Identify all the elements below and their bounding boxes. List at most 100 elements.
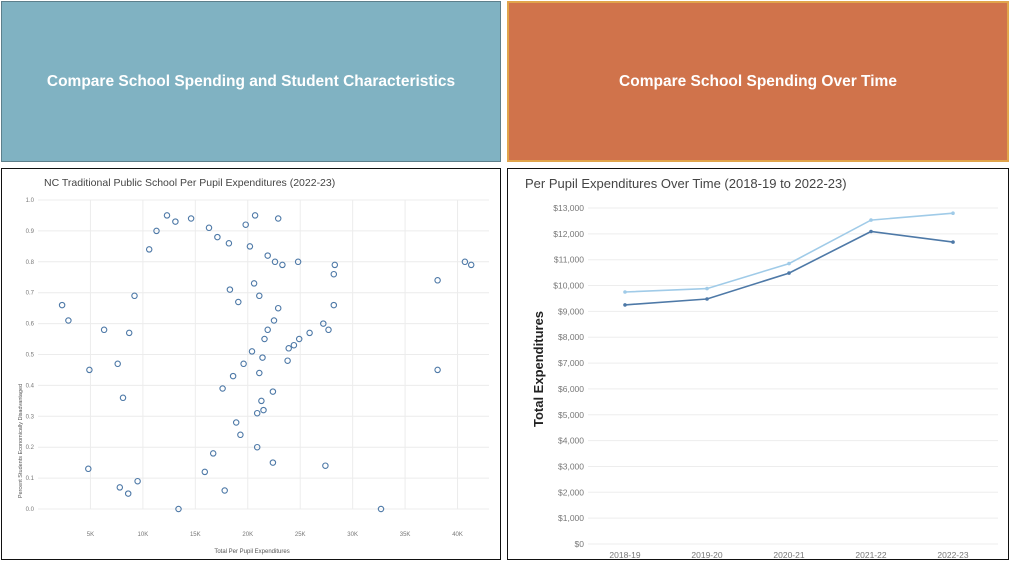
scatter-point: [100, 326, 108, 334]
scatter-point: [232, 419, 240, 426]
scatter-point: [294, 258, 302, 266]
scatter-point: [434, 277, 441, 284]
scatter-y-tick-label: 0.5: [26, 353, 35, 359]
line-y-axis-label: Total Expenditures: [531, 311, 546, 427]
line-chart: Per Pupil Expenditures Over Time (2018-1…: [525, 176, 998, 560]
line-point: [951, 240, 955, 244]
tile-label: Compare School Spending and Student Char…: [46, 72, 456, 90]
line-y-tick-label: $12,000: [553, 229, 584, 239]
scatter-point: [274, 304, 282, 312]
scatter-point: [434, 366, 441, 374]
line-y-tick-label: $7,000: [558, 358, 584, 368]
line-y-tick-label: $5,000: [558, 410, 584, 420]
scatter-point: [175, 505, 182, 513]
scatter-y-tick-label: 0.4: [26, 383, 35, 389]
line-x-tick-label: 2021-22: [855, 550, 886, 559]
scatter-y-tick-label: 0.2: [26, 445, 35, 451]
scatter-point: [264, 326, 271, 334]
scatter-point: [114, 360, 121, 368]
line-point: [787, 261, 791, 266]
line-point: [705, 297, 709, 301]
scatter-x-tick-label: 40K: [452, 532, 463, 538]
line-point: [623, 303, 627, 307]
scatter-point: [237, 431, 244, 439]
scatter-point: [172, 218, 179, 225]
scatter-point: [269, 388, 277, 395]
scatter-point: [253, 409, 261, 417]
nav-tile-spending-over-time[interactable]: Compare School Spending Over Time: [507, 1, 1009, 162]
scatter-point: [131, 292, 138, 300]
scatter-point: [229, 372, 237, 380]
scatter-point: [246, 243, 254, 250]
line-point: [951, 211, 955, 215]
scatter-y-tick-label: 0.8: [26, 260, 35, 266]
line-title: Per Pupil Expenditures Over Time (2018-1…: [525, 176, 847, 191]
scatter-point: [295, 335, 303, 343]
scatter-point: [253, 443, 261, 451]
scatter-point: [269, 459, 277, 466]
line-x-tick-label: 2018-19: [609, 550, 640, 559]
scatter-y-tick-label: 0.3: [26, 414, 35, 420]
scatter-point: [242, 221, 249, 228]
scatter-point: [284, 357, 291, 364]
scatter-point: [124, 490, 132, 497]
line-x-tick-label: 2020-21: [773, 550, 804, 559]
scatter-point: [461, 258, 469, 266]
line-y-tick-label: $1,000: [558, 513, 584, 523]
nav-tile-student-characteristics[interactable]: Compare School Spending and Student Char…: [1, 1, 501, 162]
scatter-point: [258, 397, 265, 405]
scatter-point: [248, 348, 256, 355]
scatter-x-tick-label: 5K: [87, 532, 94, 538]
scatter-point: [279, 261, 286, 269]
scatter-point: [187, 215, 195, 222]
scatter-y-tick-label: 0.1: [26, 476, 35, 482]
line-y-tick-label: $13,000: [553, 203, 584, 213]
line-y-tick-label: $11,000: [554, 255, 584, 265]
scatter-point: [271, 258, 279, 266]
scatter-point: [240, 360, 247, 368]
scatter-y-tick-label: 0.9: [26, 229, 35, 235]
line-y-tick-label: $8,000: [558, 332, 584, 342]
line-y-tick-label: $2,000: [558, 487, 584, 497]
line-series-1: [624, 212, 954, 293]
scatter-panel: NC Traditional Public School Per Pupil E…: [1, 168, 501, 560]
scatter-point: [201, 468, 209, 476]
scatter-point: [219, 385, 226, 392]
line-y-tick-label: $6,000: [558, 384, 584, 394]
scatter-point: [256, 369, 263, 377]
scatter-x-tick-label: 15K: [190, 532, 201, 538]
line-point: [623, 290, 627, 294]
scatter-point: [320, 320, 327, 327]
scatter-y-tick-label: 0.0: [26, 507, 35, 513]
scatter-point: [225, 240, 233, 247]
line-y-tick-label: $0: [575, 539, 585, 549]
scatter-point: [119, 394, 127, 402]
line-y-tick-label: $10,000: [553, 281, 584, 291]
scatter-y-tick-label: 0.6: [26, 322, 35, 328]
line-point: [705, 286, 709, 291]
scatter-point: [125, 329, 133, 337]
scatter-point: [250, 280, 258, 287]
scatter-point: [285, 345, 292, 352]
scatter-chart: NC Traditional Public School Per Pupil E…: [18, 177, 489, 555]
scatter-point: [330, 270, 338, 278]
scatter-point: [205, 224, 213, 232]
scatter-point: [85, 465, 92, 473]
scatter-point: [264, 252, 271, 259]
scatter-x-tick-label: 20K: [242, 532, 253, 538]
scatter-point: [261, 335, 268, 343]
scatter-point: [322, 462, 329, 469]
scatter-point: [325, 326, 332, 334]
scatter-point: [290, 341, 298, 349]
scatter-point: [134, 477, 141, 485]
line-x-tick-label: 2022-23: [937, 550, 968, 559]
scatter-point: [209, 450, 217, 457]
scatter-point: [467, 261, 475, 269]
scatter-point: [330, 301, 338, 309]
tile-label: Compare School Spending Over Time: [619, 72, 897, 90]
scatter-x-tick-label: 25K: [295, 532, 306, 538]
scatter-point: [58, 301, 66, 309]
scatter-y-tick-label: 1.0: [26, 198, 35, 204]
scatter-x-tick-label: 30K: [347, 532, 358, 538]
line-point: [869, 229, 873, 234]
